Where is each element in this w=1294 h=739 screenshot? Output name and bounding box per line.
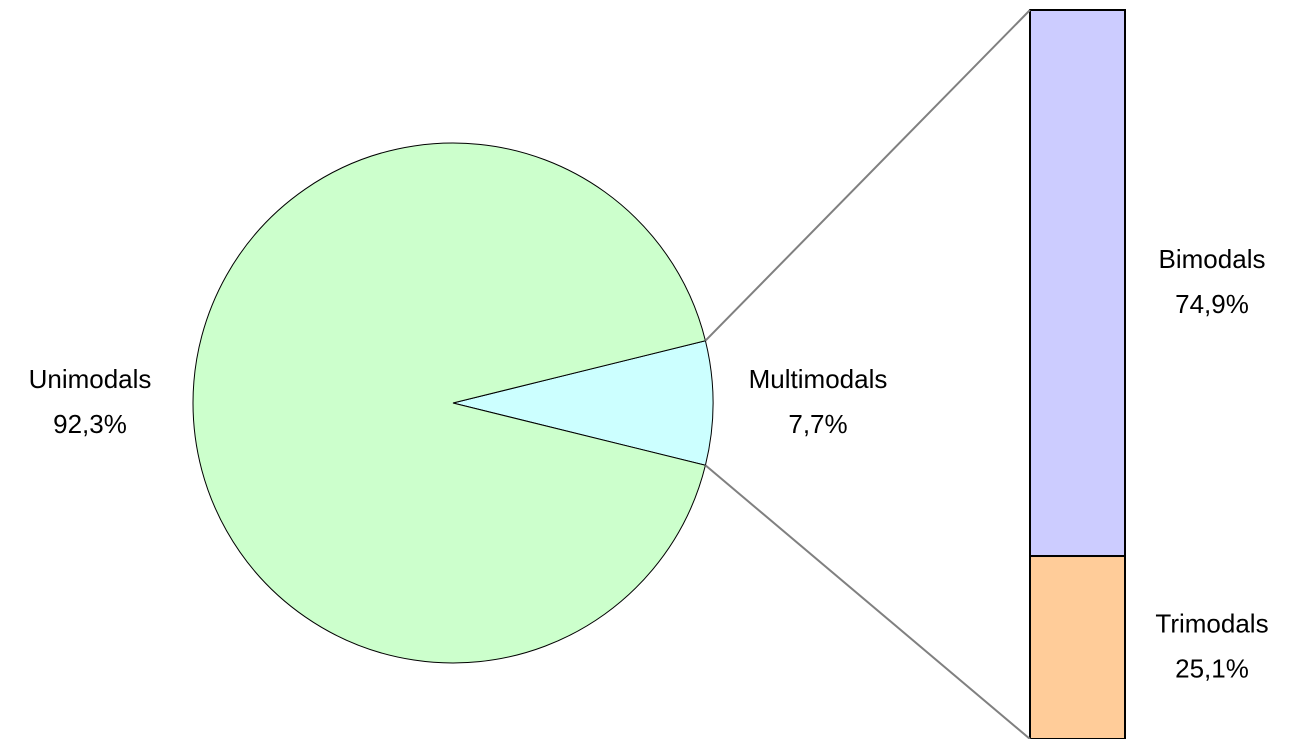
segment-value-label: 74,9%	[1175, 289, 1249, 319]
pie-slice	[452, 340, 714, 466]
segment-label: Trimodals	[1155, 608, 1268, 638]
bar-segment	[1029, 555, 1126, 739]
slice-value-label: 7,7%	[788, 409, 847, 439]
segment-value-label: 25,1%	[1175, 653, 1249, 683]
pie-slice	[192, 142, 707, 664]
bar-segment	[1029, 9, 1126, 558]
connector-line	[704, 464, 1031, 739]
slice-value-label: 92,3%	[53, 409, 127, 439]
segment-label: Bimodals	[1159, 244, 1266, 274]
slice-label: Multimodals	[749, 364, 888, 394]
slice-label: Unimodals	[29, 364, 152, 394]
connector-line	[704, 9, 1031, 342]
